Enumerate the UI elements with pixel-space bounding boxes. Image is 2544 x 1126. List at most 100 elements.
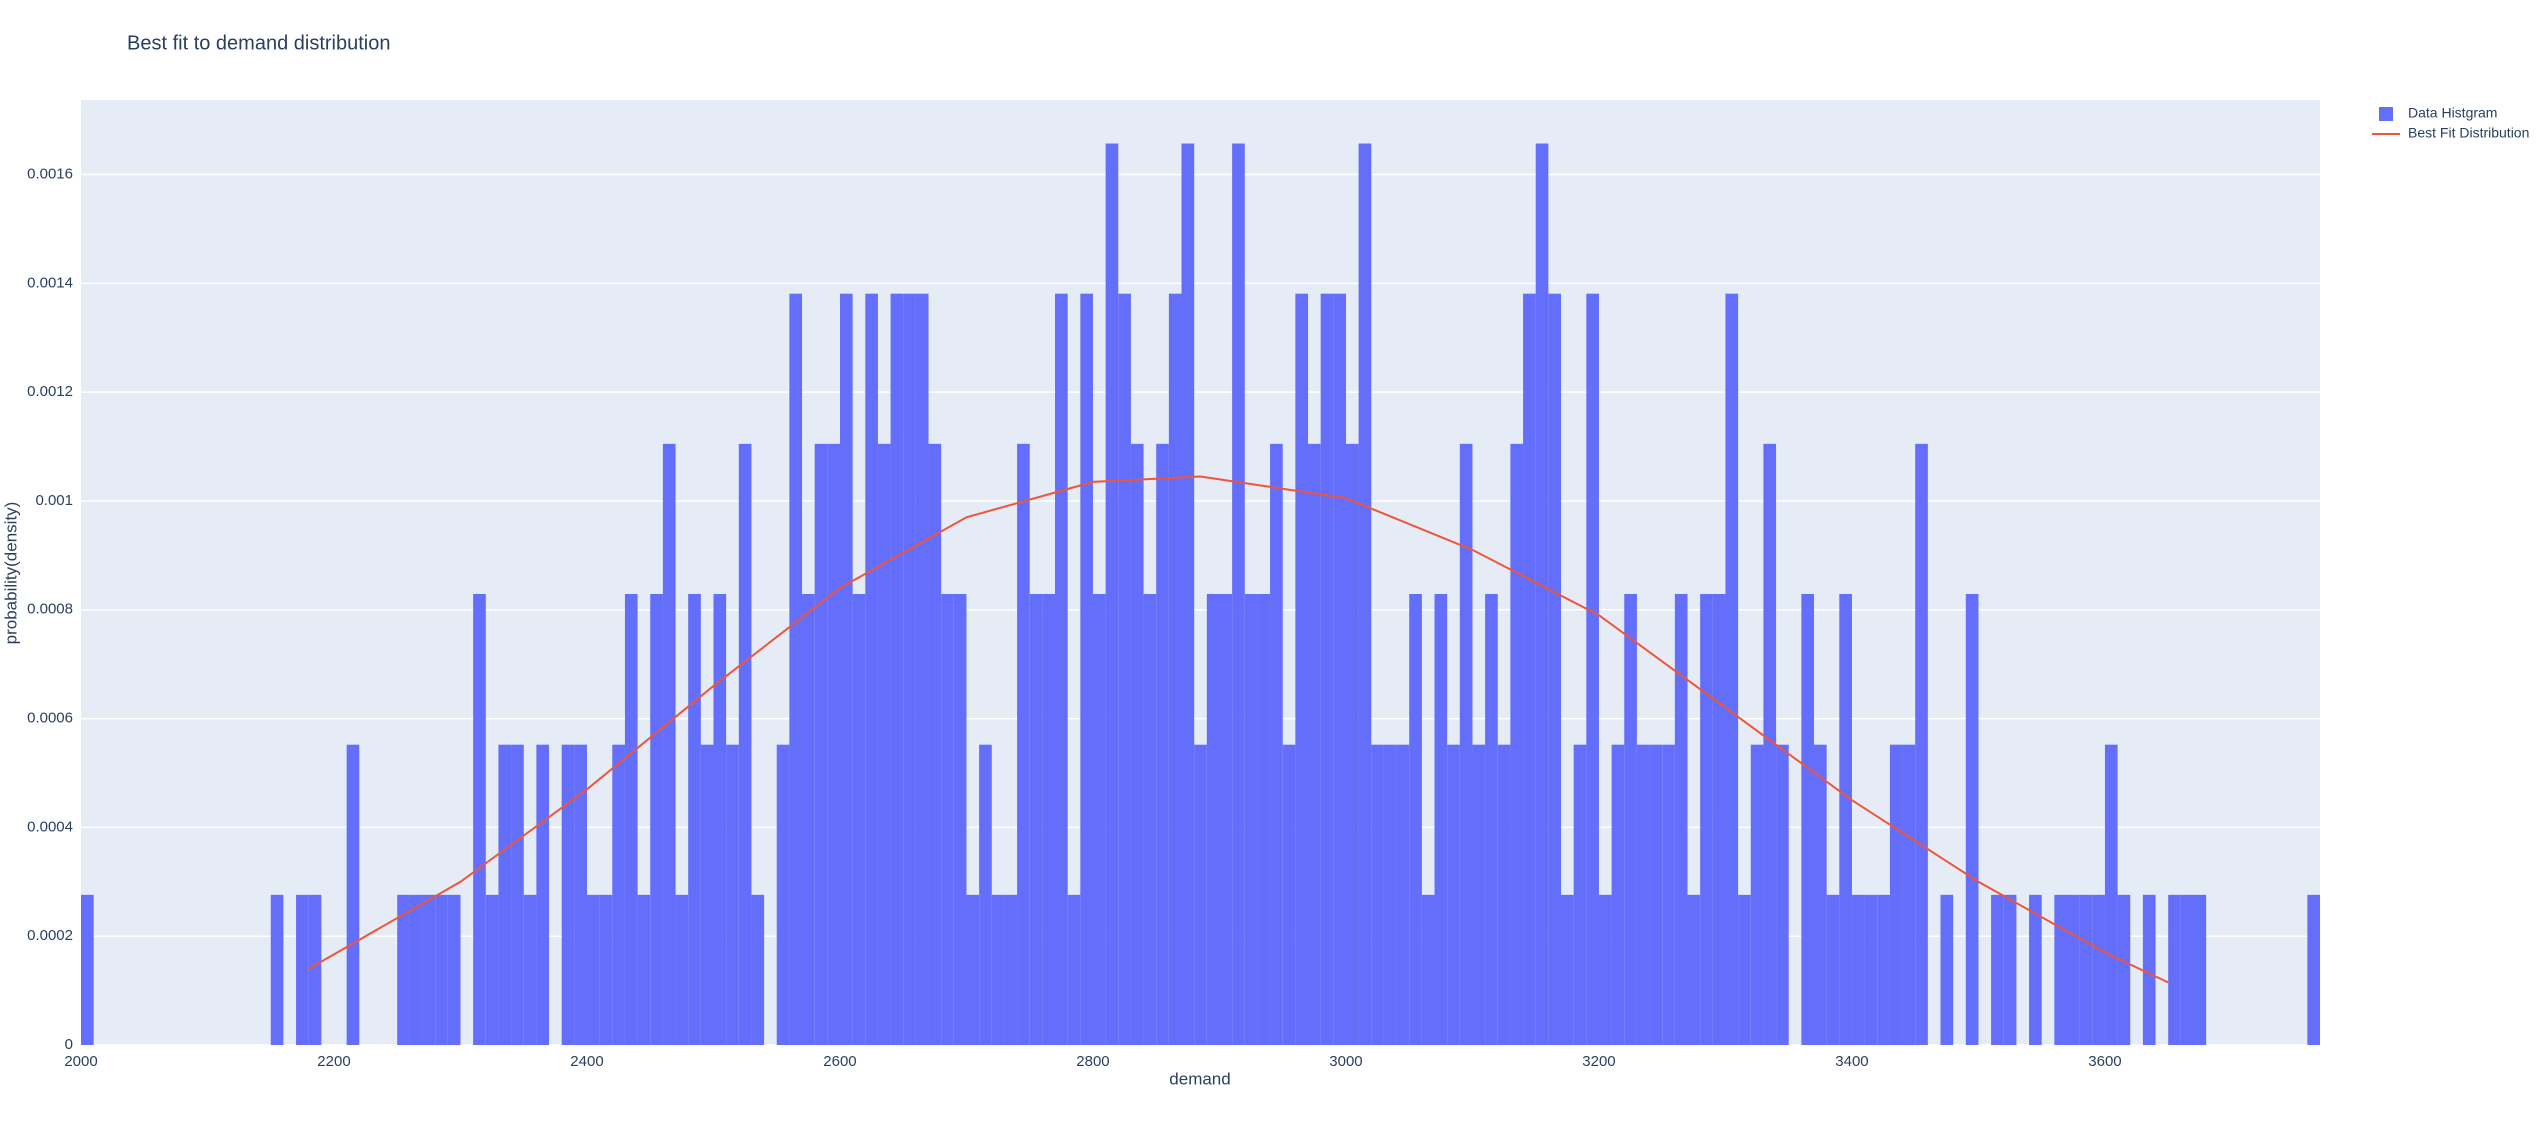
bar: [2029, 894, 2042, 1045]
bar: [1092, 593, 1106, 1045]
legend-label[interactable]: Data Histgram: [2408, 105, 2497, 121]
bar: [1902, 744, 1916, 1045]
bar: [1851, 894, 1865, 1045]
bar: [2003, 894, 2017, 1045]
bar: [1333, 293, 1346, 1046]
bar: [991, 894, 1005, 1045]
bar: [473, 593, 486, 1045]
bar: [447, 894, 461, 1045]
bar: [1561, 894, 1574, 1045]
legend: Data Histgram Best Fit Distribution: [2372, 105, 2529, 141]
y-tick-label: 0.0002: [27, 927, 73, 944]
bar: [751, 894, 765, 1045]
bar: [523, 894, 537, 1045]
y-tick-label: 0.0012: [27, 383, 73, 400]
bar: [1940, 894, 1954, 1045]
bar: [511, 744, 524, 1045]
legend-label[interactable]: Best Fit Distribution: [2408, 125, 2529, 141]
bar: [2104, 744, 2118, 1045]
bar: [1156, 443, 1169, 1045]
bar: [1965, 593, 1979, 1045]
bar: [624, 593, 638, 1045]
bar: [1889, 744, 1903, 1045]
bar: [1611, 744, 1625, 1045]
bar: [726, 744, 739, 1045]
bar: [1396, 744, 1410, 1045]
bar: [1636, 744, 1650, 1045]
bar: [485, 894, 499, 1045]
bar: [1991, 894, 2004, 1045]
bar: [1915, 443, 1928, 1045]
bar: [915, 293, 929, 1046]
bar: [2092, 894, 2105, 1045]
bar: [1738, 894, 1751, 1045]
bar: [2307, 894, 2320, 1045]
x-tick-label: 2600: [823, 1053, 856, 1070]
bar: [1662, 744, 1675, 1045]
bar: [903, 293, 916, 1046]
bar: [1371, 744, 1384, 1045]
bar: [1282, 744, 1296, 1045]
y-tick-label: 0.0014: [27, 274, 73, 291]
bar: [2067, 894, 2080, 1045]
bar: [1485, 593, 1498, 1045]
bar: [1308, 443, 1321, 1045]
bar: [1067, 894, 1081, 1045]
bar: [1017, 443, 1030, 1045]
bar: [2054, 894, 2068, 1045]
bar: [1497, 744, 1511, 1045]
legend-swatch: [2379, 107, 2393, 121]
bar: [1814, 744, 1827, 1045]
bar: [1548, 293, 1562, 1046]
x-axis-title: demand: [1169, 1069, 1230, 1088]
fit-line: [308, 475, 2169, 984]
bar: [688, 593, 701, 1045]
bar: [1194, 744, 1207, 1045]
chart-title: Best fit to demand distribution: [127, 32, 390, 54]
bar: [397, 894, 410, 1045]
bar: [1687, 894, 1701, 1045]
bar: [1826, 894, 1840, 1045]
bar: [1674, 593, 1688, 1045]
bar: [1029, 593, 1043, 1045]
bar: [941, 593, 954, 1045]
bar: [1004, 894, 1018, 1045]
x-tick-label: 2800: [1076, 1053, 1109, 1070]
bar: [1219, 593, 1233, 1045]
bar: [1244, 593, 1258, 1045]
bar: [700, 744, 714, 1045]
bar: [1358, 143, 1372, 1045]
bar: [1573, 744, 1587, 1045]
bar: [2193, 894, 2207, 1045]
bar: [776, 744, 790, 1045]
bar: [1270, 443, 1283, 1045]
x-tick-label: 3400: [1835, 1053, 1868, 1070]
bar: [1801, 593, 1815, 1045]
bar: [2142, 894, 2156, 1045]
y-tick-label: 0.001: [35, 492, 73, 509]
bar: [1042, 593, 1056, 1045]
bar: [308, 894, 322, 1045]
bar: [1168, 293, 1182, 1046]
bar: [574, 744, 587, 1045]
bar: [1130, 443, 1144, 1045]
x-tick-label: 3000: [1329, 1053, 1362, 1070]
y-tick-label: 0.0004: [27, 818, 73, 835]
bar: [346, 744, 360, 1045]
bar: [1510, 443, 1524, 1045]
bar: [1472, 744, 1486, 1045]
bar: [2168, 894, 2181, 1045]
bar: [966, 894, 980, 1045]
bar: [1700, 593, 1713, 1045]
x-tick-label: 2200: [317, 1053, 350, 1070]
bar: [827, 443, 840, 1045]
bar: [1535, 143, 1549, 1045]
bar: [1459, 443, 1473, 1045]
bar: [1624, 593, 1637, 1045]
y-tick-label: 0.0016: [27, 166, 73, 183]
bar: [536, 744, 550, 1045]
y-tick-label: 0.0006: [27, 710, 73, 727]
bar: [1523, 293, 1536, 1046]
bar: [586, 894, 600, 1045]
